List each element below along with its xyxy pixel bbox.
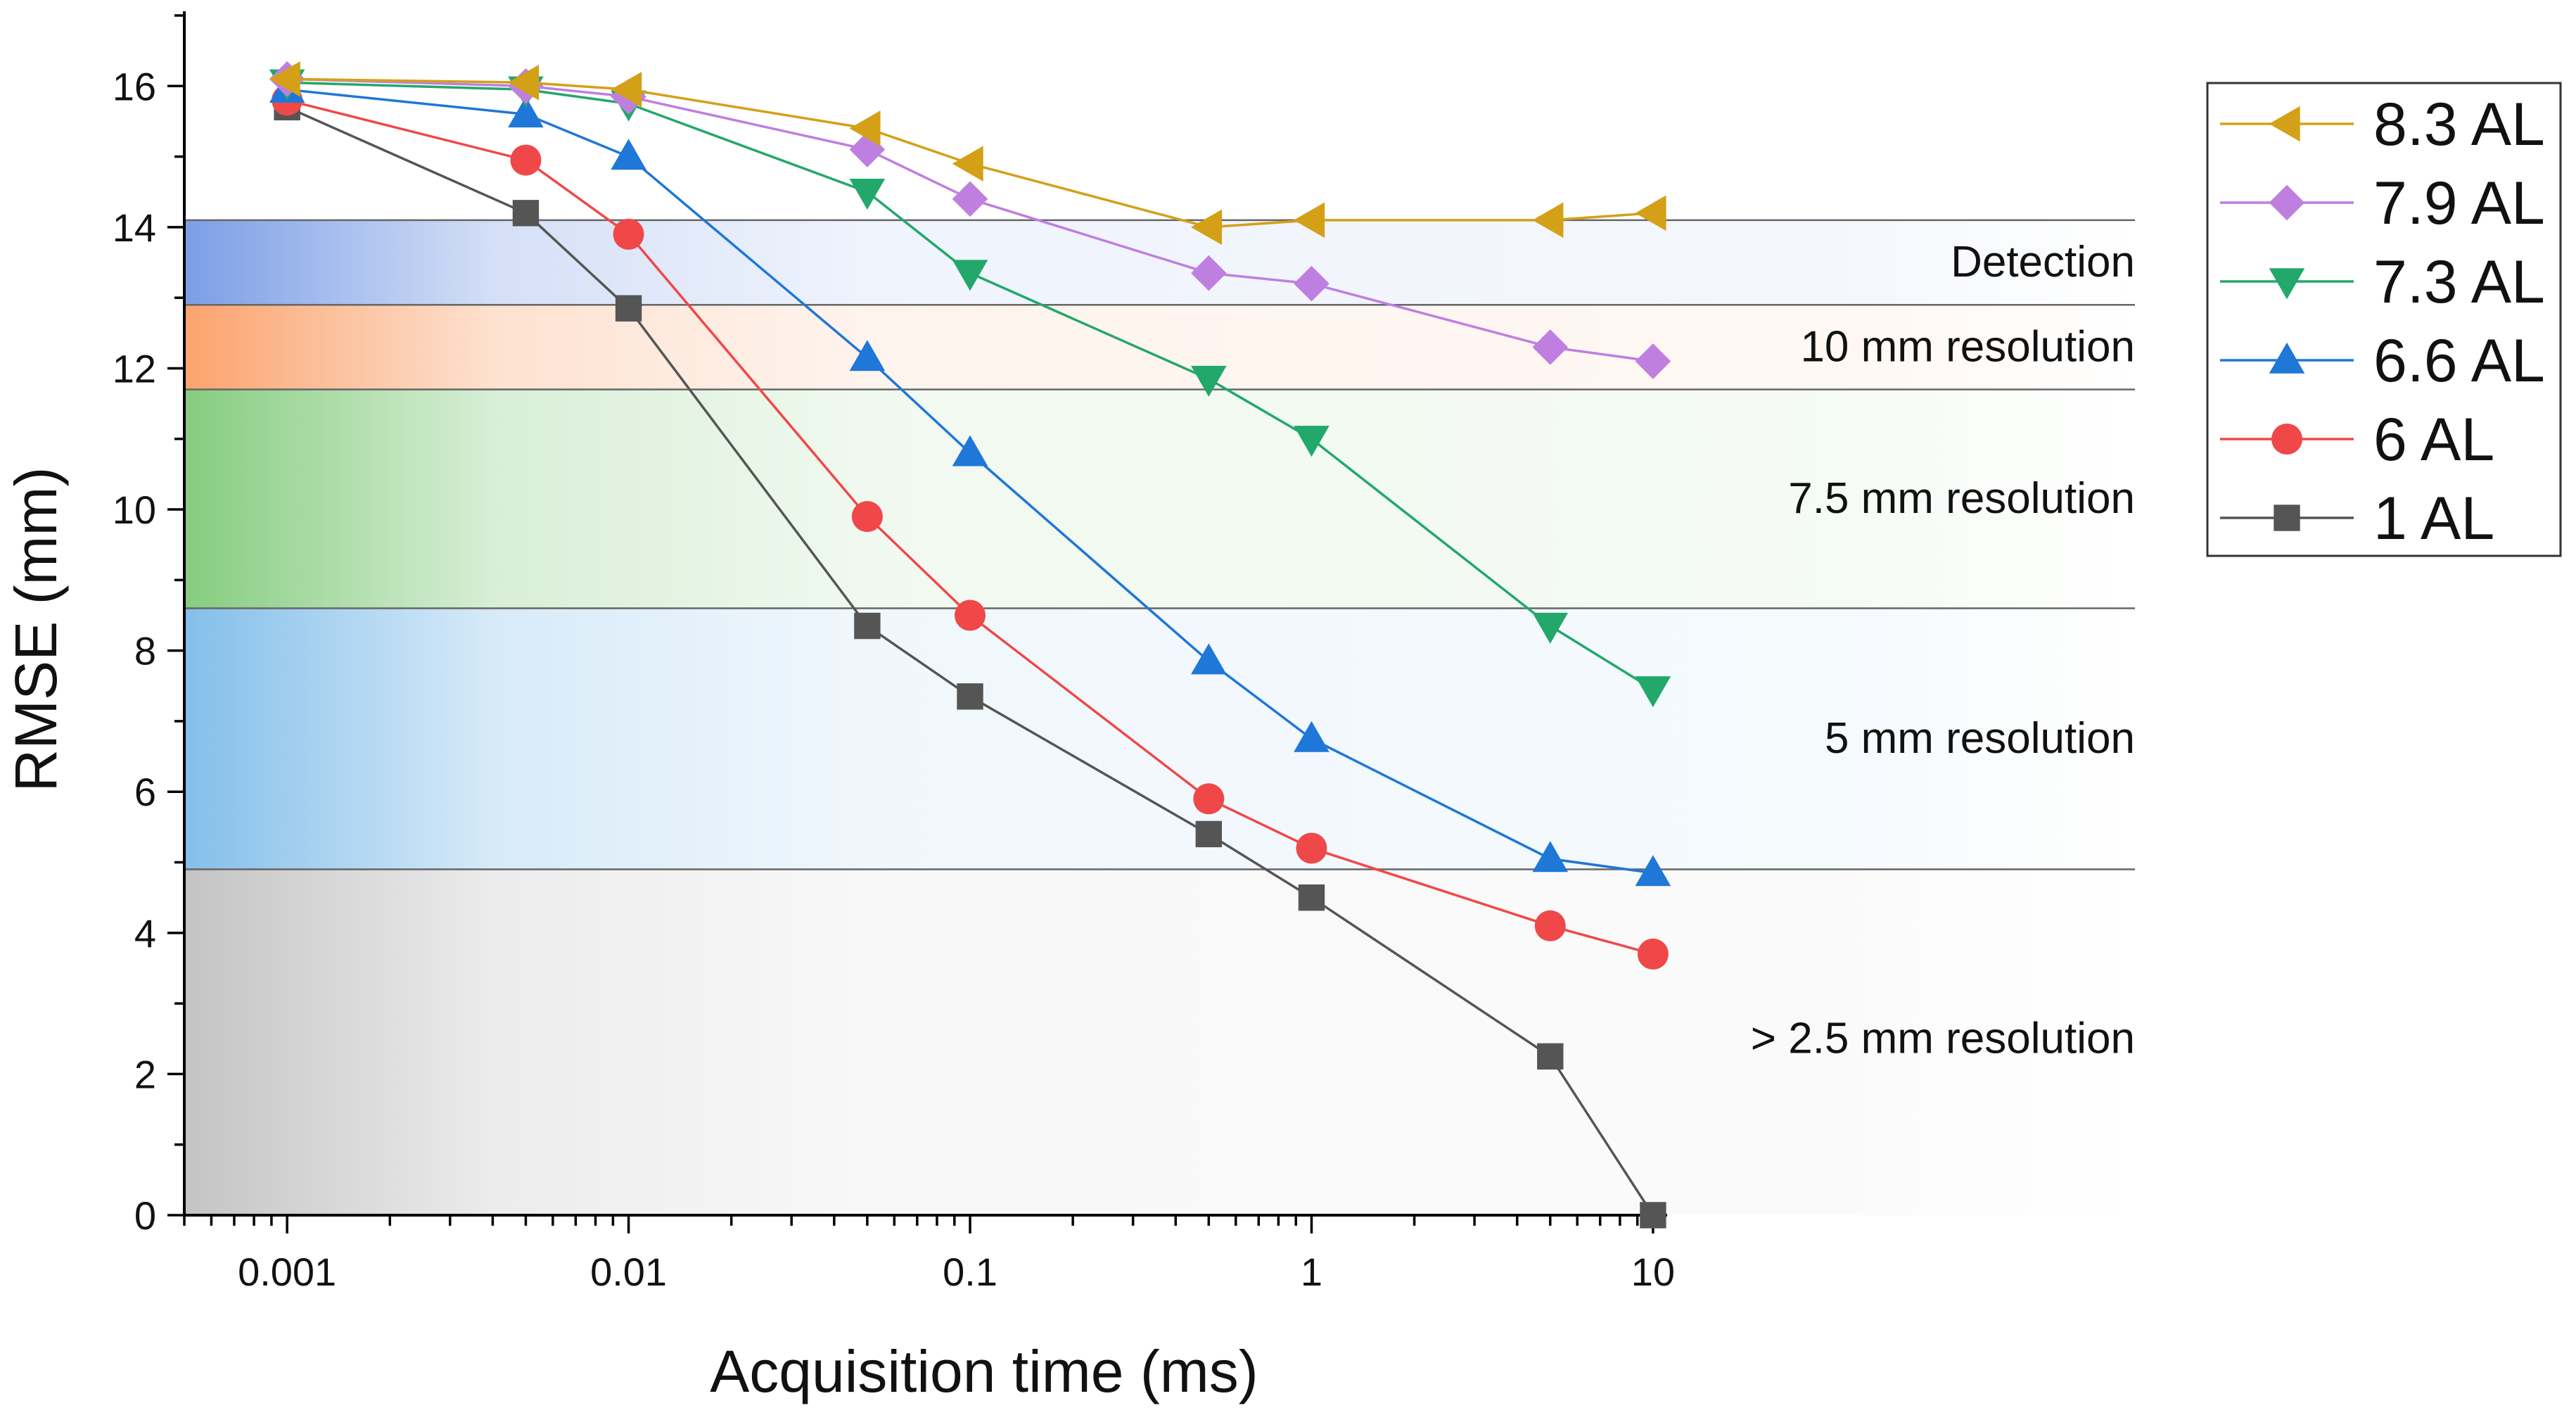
data-point-6-6-al: [1635, 855, 1671, 887]
data-point-6-6-al: [952, 435, 988, 467]
data-point-6-6-al: [1532, 841, 1569, 873]
data-point-7-9-al: [1532, 329, 1569, 365]
data-point-7-9-al: [849, 132, 886, 167]
data-point-8-3-al: [952, 146, 983, 182]
legend-marker: [2269, 106, 2300, 142]
data-point-6-al: [851, 501, 883, 533]
band: [184, 608, 2135, 870]
data-point-1-al: [1195, 820, 1223, 848]
legend-item-6-6-al: 6.6 AL: [2220, 327, 2545, 395]
x-tick-label: 0.01: [590, 1250, 667, 1294]
band-label: Detection: [1951, 238, 2135, 286]
legend-marker: [2269, 268, 2305, 300]
y-tick-label: 8: [134, 629, 156, 673]
legend-item-6-al: 6 AL: [2220, 406, 2494, 474]
legend-item-1-al: 1 AL: [2220, 485, 2494, 552]
legend-label: 8.3 AL: [2373, 91, 2545, 158]
data-point-1-al: [957, 683, 983, 710]
y-axis-title: RMSE (mm): [3, 467, 69, 792]
data-point-6-al: [613, 218, 644, 250]
data-point-6-al: [1637, 938, 1669, 970]
y-tick-label: 12: [113, 346, 156, 391]
data-point-6-6-al: [849, 340, 886, 372]
data-point-6-al: [1296, 832, 1327, 864]
data-point-1-al: [854, 612, 881, 640]
data-point-8-3-al: [269, 61, 300, 97]
band-label: 7.5 mm resolution: [1788, 474, 2135, 523]
data-point-7-9-al: [1635, 343, 1671, 379]
legend-box: [2206, 82, 2562, 557]
legend-marker: [2271, 424, 2302, 455]
series-8-3-al: [269, 61, 1666, 246]
band: [184, 869, 2135, 1215]
data-point-8-3-al: [1294, 202, 1325, 239]
data-point-6-al: [1193, 783, 1225, 815]
data-point-1-al: [512, 200, 540, 227]
data-point-8-3-al: [1191, 209, 1223, 246]
x-tick-label: 10: [1631, 1250, 1675, 1294]
data-point-7-3-al: [1191, 365, 1227, 397]
data-point-7-9-al: [1294, 265, 1330, 302]
band-label: 5 mm resolution: [1825, 714, 2135, 763]
data-point-1-al: [1298, 884, 1325, 911]
data-point-7-3-al: [849, 179, 886, 210]
x-tick-label: 0.001: [238, 1250, 336, 1294]
data-point-7-9-al: [952, 181, 988, 217]
data-point-6-6-al: [508, 96, 544, 128]
legend: 8.3 AL 7.9 AL 7.3 AL 6.6 AL 6 AL 1 AL: [2206, 82, 2562, 557]
y-tick-label: 14: [113, 205, 156, 250]
data-point-8-3-al: [849, 110, 881, 146]
legend-label: 7.3 AL: [2373, 248, 2545, 316]
series-6-al: [272, 84, 1669, 970]
data-point-7-3-al: [1635, 676, 1671, 708]
series-6-6-al: [269, 72, 1671, 887]
background-bands: Detection 10 mm resolution 7.5 mm resoluti…: [184, 219, 2135, 1215]
legend-marker: [2269, 184, 2305, 221]
y-tick-label: 10: [113, 488, 156, 532]
data-point-6-6-al: [611, 139, 646, 170]
data-point-7-3-al: [952, 260, 988, 291]
legend-item-7-3-al: 7.3 AL: [2220, 248, 2545, 316]
x-tick-label: 0.1: [943, 1250, 997, 1294]
data-point-8-3-al: [611, 72, 642, 108]
y-tick-label: 4: [134, 911, 156, 956]
data-point-8-3-al: [1635, 195, 1666, 231]
legend-item-7-9-al: 7.9 AL: [2220, 170, 2545, 237]
band: [184, 220, 2135, 305]
legend-label: 6.6 AL: [2373, 327, 2545, 395]
data-point-7-3-al: [1532, 612, 1569, 644]
data-point-6-al: [955, 599, 986, 631]
data-point-6-al: [510, 144, 542, 176]
axes: 0 2 4 6 8 10 12 14 16 0.001 0.01 0.1 1 10: [113, 11, 1675, 1294]
legend-label: 1 AL: [2373, 485, 2494, 552]
x-axis-title: Acquisition time (ms): [710, 1338, 1258, 1404]
data-point-8-3-al: [508, 64, 540, 101]
data-point-6-al: [1534, 910, 1566, 941]
band-label: > 2.5 mm resolution: [1751, 1014, 2135, 1062]
legend-label: 7.9 AL: [2373, 170, 2545, 237]
data-point-8-3-al: [1532, 202, 1564, 239]
band: [184, 305, 2135, 390]
legend-item-8-3-al: 8.3 AL: [2220, 91, 2545, 158]
data-point-7-3-al: [1294, 426, 1330, 457]
data-point-1-al: [1537, 1043, 1564, 1070]
x-tick-label: 1: [1301, 1250, 1322, 1294]
legend-label: 6 AL: [2373, 406, 2494, 474]
series: [269, 61, 1671, 1229]
legend-marker: [2269, 342, 2305, 374]
data-point-7-9-al: [1191, 255, 1227, 291]
y-tick-label: 2: [134, 1052, 156, 1096]
data-point-6-6-al: [1294, 721, 1330, 752]
data-point-1-al: [615, 295, 642, 322]
y-tick-label: 16: [113, 64, 156, 108]
band-label: 10 mm resolution: [1800, 322, 2135, 371]
band: [184, 389, 2135, 609]
y-tick-label: 6: [134, 770, 156, 814]
data-point-6-6-al: [1191, 643, 1227, 675]
y-tick-label: 0: [134, 1193, 156, 1238]
legend-marker: [2274, 505, 2300, 531]
data-point-1-al: [1640, 1202, 1666, 1229]
